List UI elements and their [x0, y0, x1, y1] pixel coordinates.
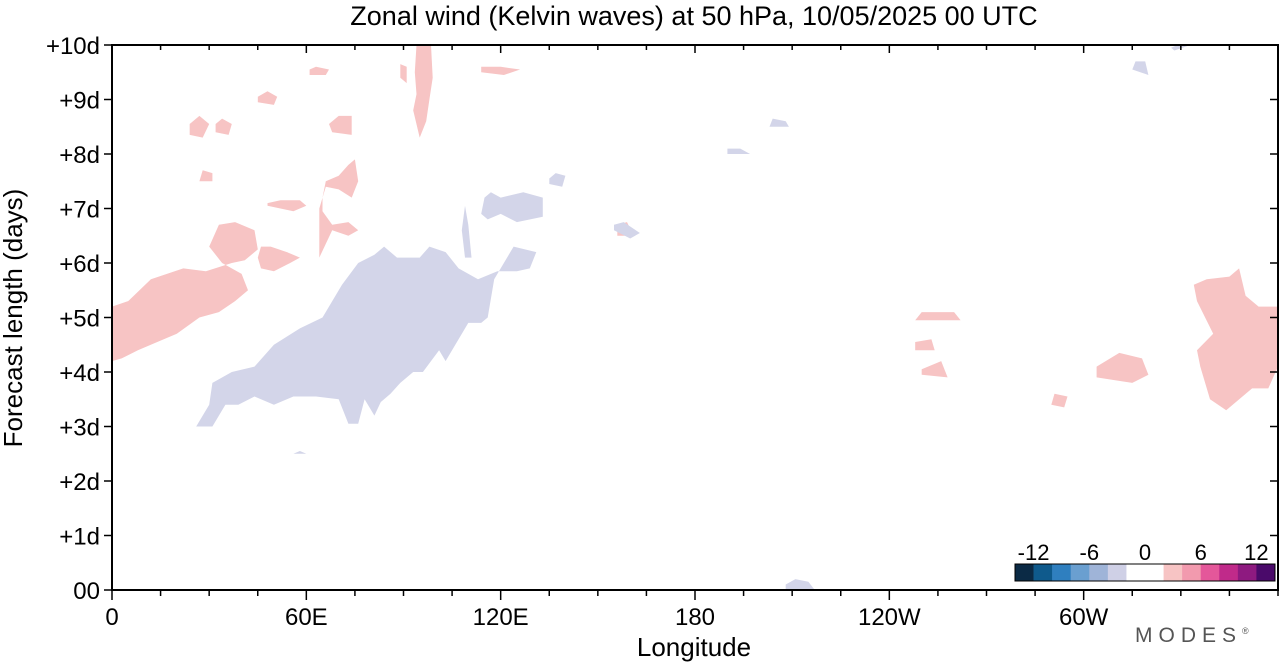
y-tick-label: 00	[73, 578, 100, 605]
positive-region-4	[189, 115, 210, 138]
y-tick-label: +2d	[59, 469, 100, 496]
modes-logo: MODES®	[1135, 624, 1249, 647]
colorbar-label: -12	[1018, 540, 1050, 565]
chart-title: Zonal wind (Kelvin waves) at 50 hPa, 10/…	[350, 1, 1037, 31]
x-axis-label: Longitude	[637, 632, 751, 662]
positive-region-3	[319, 159, 359, 258]
positive-region-19	[1193, 268, 1278, 411]
positive-region-16	[921, 361, 948, 378]
y-tick-label: +5d	[59, 306, 100, 333]
y-tick-label: +7d	[59, 197, 100, 224]
positive-region-15	[915, 312, 961, 321]
colorbar-swatch	[1145, 564, 1164, 581]
colorbar-swatch	[1256, 564, 1276, 581]
positive-region-17	[1051, 393, 1068, 408]
positive-region-1	[257, 246, 300, 272]
colorbar-swatch	[1070, 564, 1090, 581]
y-tick-label: +10d	[46, 33, 100, 60]
positive-region-9	[309, 66, 329, 75]
colorbar-swatch	[1200, 564, 1220, 581]
positive-region-11	[400, 64, 407, 84]
axes: 0 60E 120E 180 120W 60W 00 +1d +2d +3d +4d +5d +6d +7…	[46, 33, 1279, 631]
positive-region-0	[112, 222, 258, 362]
colorbar-label: -6	[1080, 540, 1100, 565]
colorbar-swatch	[1107, 564, 1127, 581]
negative-region-20	[196, 246, 537, 427]
x-tick-label: 0	[105, 604, 118, 631]
colorbar-label: 12	[1244, 540, 1268, 565]
x-tick-label: 60W	[1059, 604, 1109, 631]
negative-region-30	[293, 451, 307, 454]
watermark-text: MODES	[1135, 624, 1243, 647]
positive-region-6	[329, 115, 352, 135]
negative-region-22	[461, 205, 472, 258]
y-axis-label: Forecast length (days)	[0, 189, 28, 448]
positive-region-10	[413, 45, 433, 138]
colorbar-label: 6	[1195, 540, 1207, 565]
plot-frame	[111, 44, 1279, 591]
colorbar-swatch	[1033, 564, 1053, 581]
positive-region-14	[915, 339, 935, 351]
negative-region-25	[727, 148, 751, 154]
colorbar-swatch	[1015, 564, 1034, 581]
colorbar-label: 0	[1139, 540, 1151, 565]
negative-region-27	[1132, 61, 1149, 75]
negative-region-21	[481, 192, 543, 223]
positive-region-2	[267, 200, 307, 212]
y-tick-label: +9d	[59, 88, 100, 115]
x-tick-label: 120E	[473, 604, 529, 631]
y-tick-label: +3d	[59, 415, 100, 442]
negative-region-29	[785, 579, 815, 590]
colorbar: -12 -6 0 6 12	[1014, 540, 1276, 582]
negative-region-26	[769, 118, 789, 127]
positive-region-18	[1096, 352, 1149, 383]
y-tick-label: +4d	[59, 360, 100, 387]
positive-region-7	[257, 91, 278, 105]
y-tick-label: +6d	[59, 251, 100, 278]
positive-region-5	[215, 118, 232, 135]
colorbar-swatch	[1052, 564, 1072, 581]
negative-region-23	[549, 173, 566, 187]
y-tick-label: +8d	[59, 142, 100, 169]
colorbar-frame	[1014, 563, 1276, 582]
negative-region-24	[614, 222, 640, 239]
anomaly-regions	[112, 45, 1278, 590]
colorbar-swatch	[1089, 564, 1109, 581]
colorbar-swatch	[1126, 564, 1146, 581]
colorbar-swatch	[1219, 564, 1239, 581]
x-tick-label: 120W	[858, 604, 921, 631]
colorbar-swatch	[1237, 564, 1257, 581]
positive-region-12	[481, 66, 521, 75]
positive-region-8	[199, 170, 213, 182]
colorbar-swatch	[1163, 564, 1183, 581]
x-tick-label: 180	[675, 604, 715, 631]
colorbar-swatch	[1182, 564, 1202, 581]
y-tick-label: +1d	[59, 524, 100, 551]
x-tick-label: 60E	[285, 604, 328, 631]
